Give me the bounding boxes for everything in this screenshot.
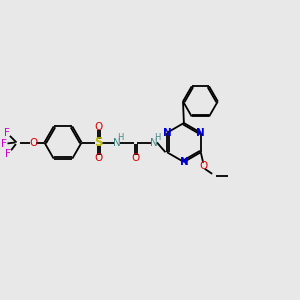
- Text: N: N: [179, 157, 188, 167]
- Text: O: O: [131, 153, 140, 163]
- Text: N: N: [113, 137, 121, 148]
- Text: H: H: [117, 133, 124, 142]
- Text: O: O: [29, 137, 37, 148]
- Text: F: F: [5, 149, 11, 159]
- Text: N: N: [196, 128, 205, 138]
- Text: O: O: [199, 161, 207, 171]
- Text: O: O: [94, 122, 102, 132]
- Text: F: F: [4, 128, 10, 138]
- Text: H: H: [154, 133, 161, 142]
- Text: O: O: [94, 153, 102, 163]
- Text: S: S: [94, 136, 102, 149]
- Text: N: N: [163, 128, 171, 138]
- Text: F: F: [1, 139, 7, 149]
- Text: N: N: [150, 137, 158, 148]
